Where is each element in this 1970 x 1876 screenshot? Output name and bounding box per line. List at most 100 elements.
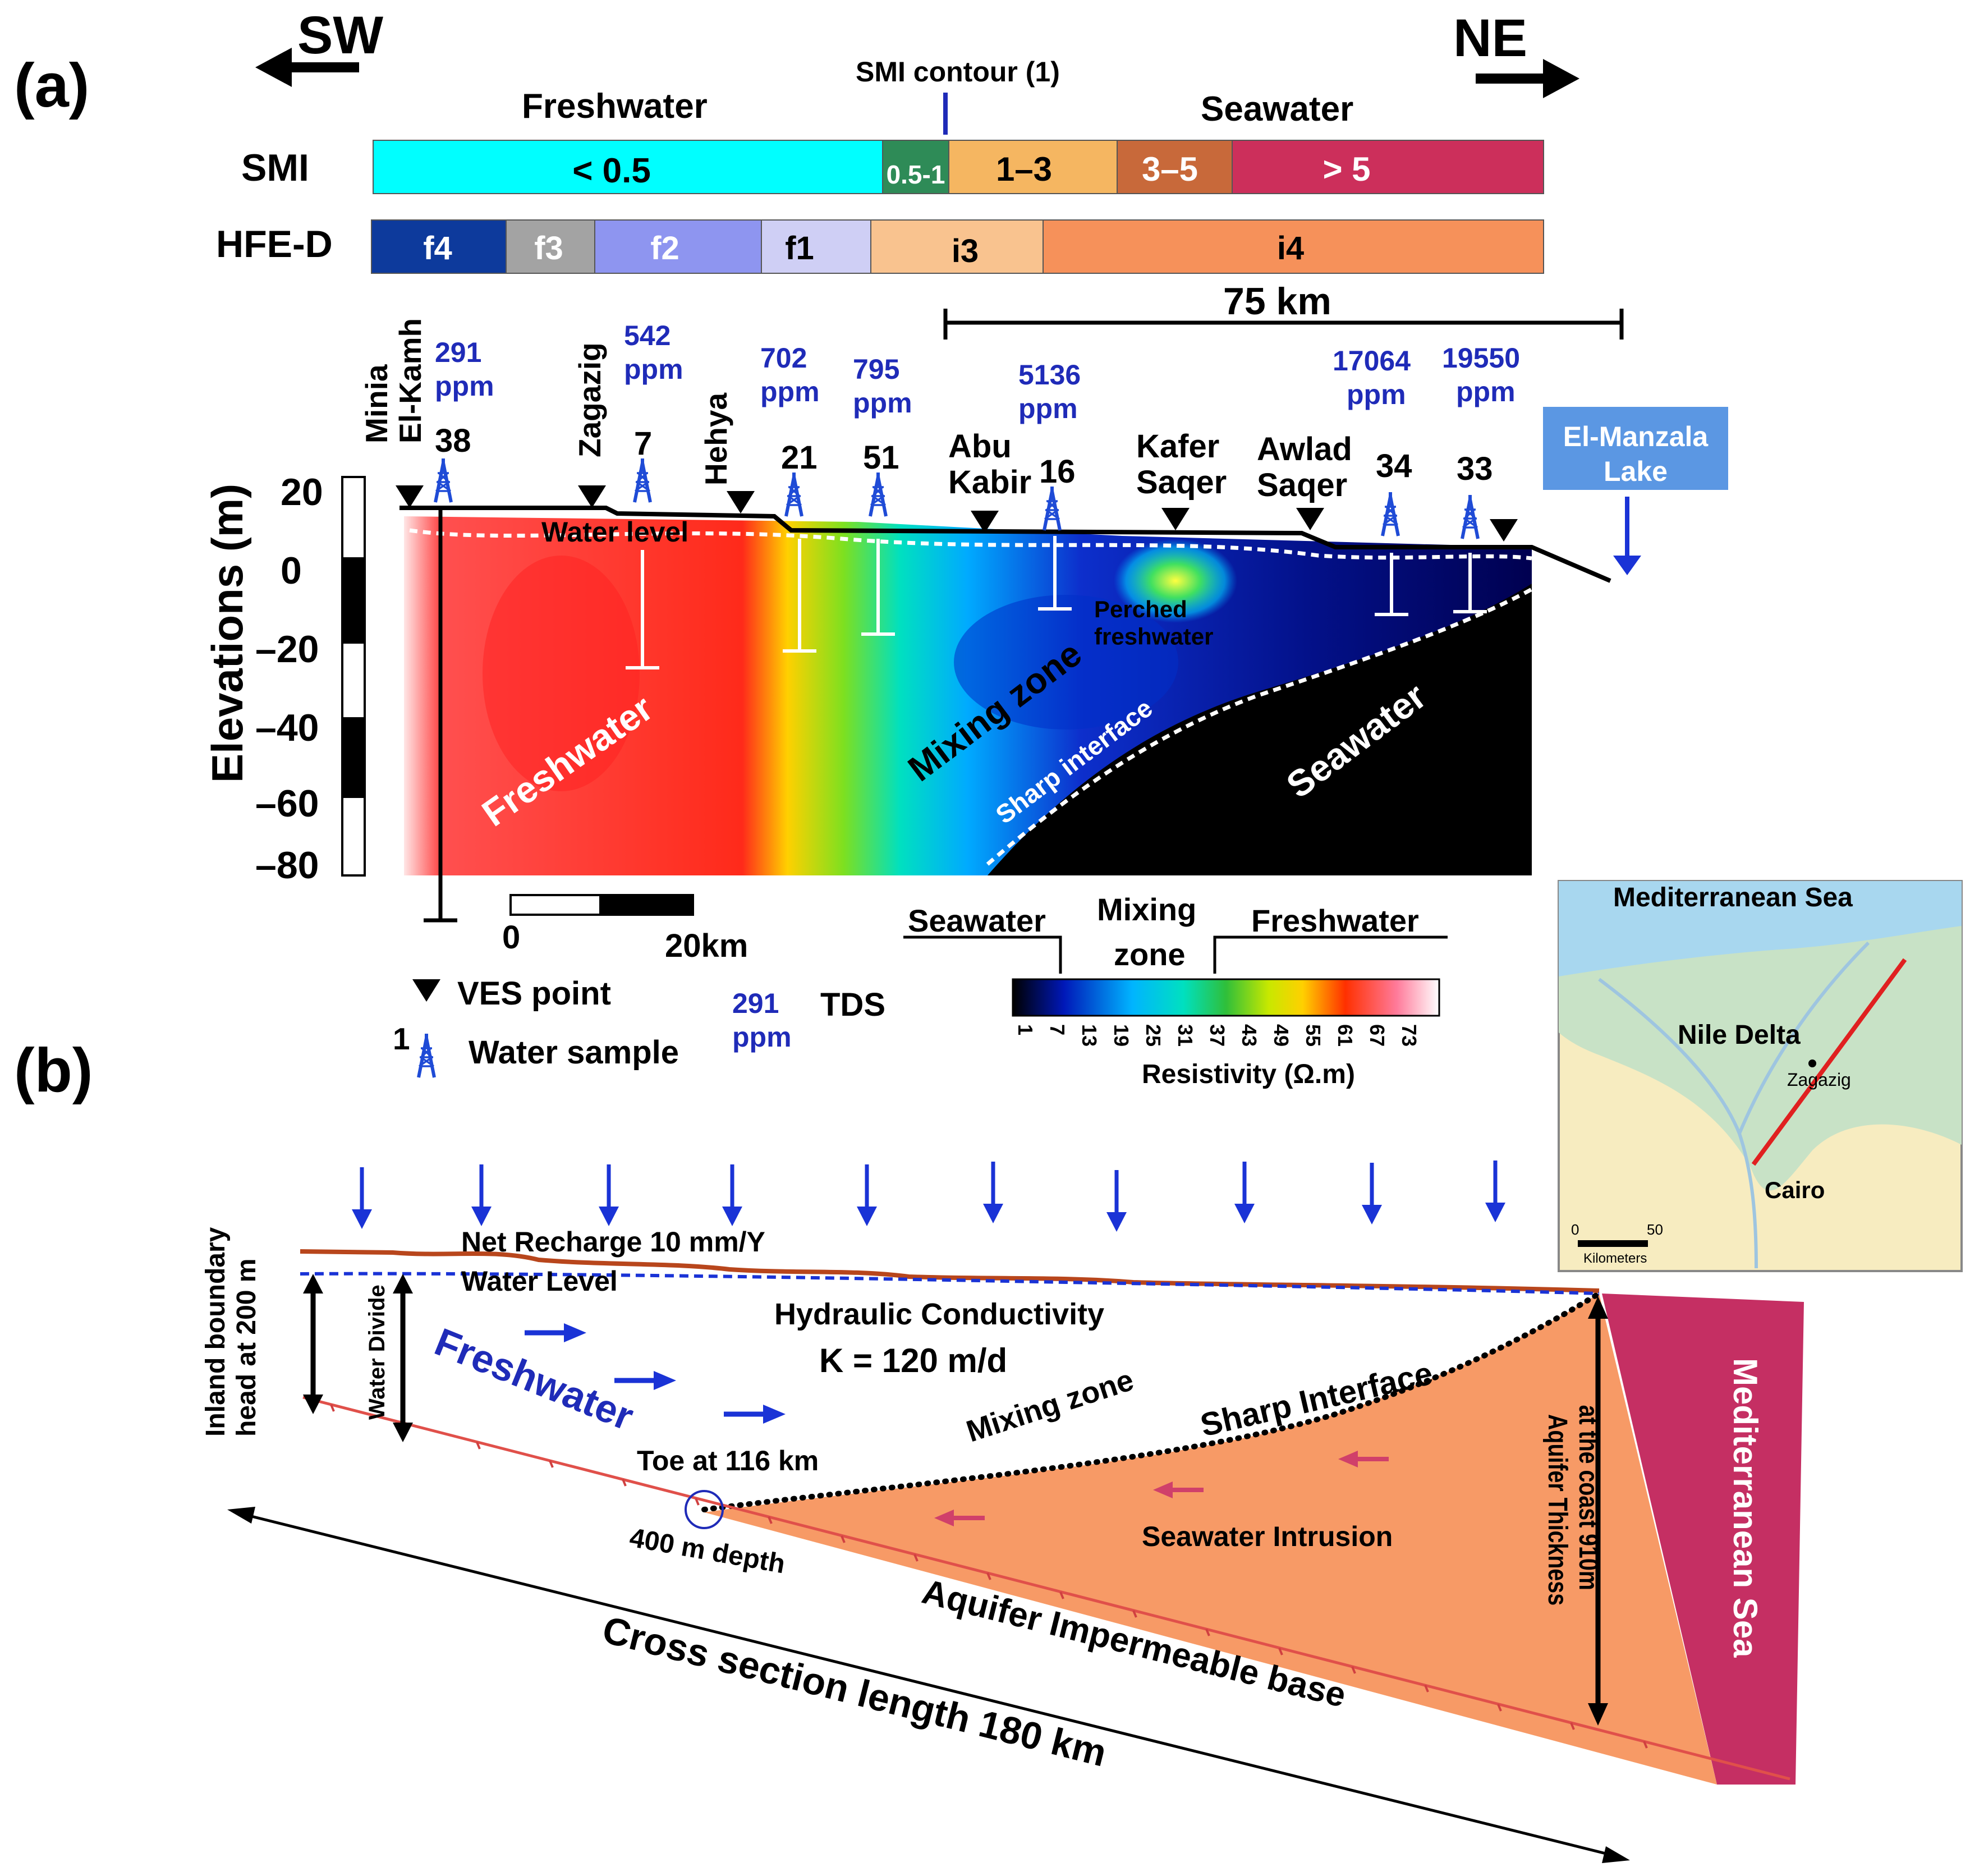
well-tds: 795 (853, 354, 899, 385)
res-tick: 43 (1238, 1024, 1261, 1047)
svg-text:SW: SW (297, 6, 383, 65)
arrow-down-icon (1485, 1161, 1505, 1222)
ves-point (396, 485, 424, 508)
y-tick: 20 (281, 471, 323, 513)
ne-direction: NE (1453, 8, 1579, 98)
water-sample-icon (786, 473, 802, 516)
smi-bar: < 0.5 0.5-1 1–3 3–5 > 5 (373, 140, 1544, 194)
well-tds-unit: ppm (1456, 376, 1516, 407)
profile-line (1751, 958, 1907, 1166)
smi-band-label: > 5 (1322, 150, 1370, 188)
well-tds: 542 (624, 320, 671, 351)
legend-freshwater: Freshwater (1251, 903, 1419, 938)
arrow-down-icon (352, 1167, 372, 1229)
intrusion-arrows (934, 1451, 1389, 1526)
legend-tds-unit: ppm (732, 1021, 792, 1053)
y-tick: 0 (281, 549, 302, 592)
ves-points (396, 485, 1518, 542)
water-sample-icon (1044, 487, 1060, 530)
length-arrow (227, 1507, 1630, 1863)
location-label: Kafer Saqer (1136, 428, 1227, 501)
y-ticks: 20 0 –20 –40 –60 –80 (255, 471, 323, 887)
scale-end: 20km (665, 928, 748, 964)
k-value-label: K = 120 m/d (819, 1342, 1007, 1379)
svg-text:NE: NE (1453, 8, 1527, 68)
resistivity-colorbar (1012, 978, 1440, 1017)
location-label: Minia (359, 364, 394, 443)
head-arrows (303, 1274, 1608, 1726)
smi-band-label: 0.5-1 (887, 160, 945, 189)
ground-surface-b (300, 1249, 1600, 1293)
well-tds: 5136 (1018, 359, 1081, 391)
resistivity-legend: Seawater Mixing zone Freshwater 1 7 13 1… (903, 892, 1448, 1089)
legend-mixing-zone-2: zone (1114, 937, 1186, 972)
arrow-down-icon (1362, 1163, 1382, 1224)
location-label: Abu Kabir (948, 428, 1031, 501)
water-level-line (409, 528, 1532, 561)
ves-legend-icon (412, 979, 440, 1002)
arrow-down-icon (1234, 1162, 1255, 1223)
well-tds: 19550 (1442, 342, 1520, 374)
ves-point (1296, 508, 1324, 530)
inset-scale-50: 50 (1647, 1221, 1663, 1238)
inset-scale-0: 0 (1571, 1221, 1579, 1238)
inset-scale-unit: Kilometers (1583, 1251, 1647, 1266)
location-label: Hehya (699, 393, 733, 485)
y-tick: –40 (255, 707, 319, 749)
well-id: 21 (781, 439, 818, 476)
water-level-b (300, 1272, 1600, 1295)
section-water-level: Water level (541, 516, 688, 548)
inland-boundary-label: Inland boundaryhead at 200 m (201, 1227, 261, 1437)
scale-start: 0 (502, 919, 520, 956)
smi-band (1117, 140, 1233, 194)
hfe-bar: f4 f3 f2 f1 i3 i4 (371, 219, 1544, 274)
y-tick: –60 (255, 782, 319, 825)
water-sample-legend-icon (419, 1034, 434, 1077)
inset-city-zagazig: Zagazig (1787, 1070, 1851, 1090)
arrow-down-icon (1106, 1170, 1127, 1232)
res-tick: 19 (1110, 1024, 1133, 1047)
arrow-left-icon (934, 1510, 985, 1526)
inset-sea-label: Mediterranean Sea (1613, 883, 1853, 912)
sharp-interface-line (986, 587, 1533, 866)
water-sample-icon (1462, 495, 1478, 539)
hfe-band-label: i4 (1277, 230, 1304, 267)
res-tick: 49 (1270, 1024, 1293, 1047)
smi-band (882, 140, 949, 194)
smi-band-label: < 0.5 (572, 152, 651, 190)
smi-freshwater-label: Freshwater (522, 87, 708, 126)
res-tick: 67 (1366, 1024, 1389, 1047)
well-tds-unit: ppm (1347, 379, 1406, 410)
well-screens (626, 536, 1487, 669)
res-tick: 25 (1142, 1024, 1165, 1047)
res-tick: 55 (1302, 1024, 1325, 1047)
arrow-right-icon (525, 1323, 586, 1342)
deep-well (424, 508, 457, 923)
hfe-band (594, 219, 762, 274)
well-tds-unit: ppm (853, 387, 912, 419)
location-label: Awlad Saqer (1257, 431, 1352, 503)
res-tick: 7 (1046, 1024, 1069, 1035)
sea-label: Mediterranean Sea (1726, 1358, 1764, 1658)
well-id: 38 (435, 423, 471, 459)
legend-ves: VES point (457, 975, 611, 1012)
hydraulic-conductivity-label: Hydraulic Conductivity (774, 1297, 1104, 1331)
zagazig-dot (1808, 1059, 1816, 1067)
distance-bar: 75 km (943, 280, 1624, 340)
el-manzala-lake: El-Manzala Lake (1543, 407, 1728, 575)
well-tds: 17064 (1333, 345, 1411, 377)
res-tick: 13 (1078, 1024, 1101, 1047)
water-sample-icon (435, 458, 451, 502)
well-tds-unit: ppm (760, 376, 820, 407)
perched-lens (1114, 539, 1237, 623)
smi-row-label: SMI (241, 146, 309, 189)
ves-point (1161, 508, 1190, 530)
arrow-left-icon (255, 48, 292, 87)
arrow-left-icon (1153, 1481, 1204, 1498)
ves-point (727, 491, 755, 513)
res-tick: 1 (1014, 1024, 1037, 1035)
hfe-band (371, 219, 507, 274)
hfe-band (506, 219, 595, 274)
flow-arrows (525, 1323, 786, 1424)
